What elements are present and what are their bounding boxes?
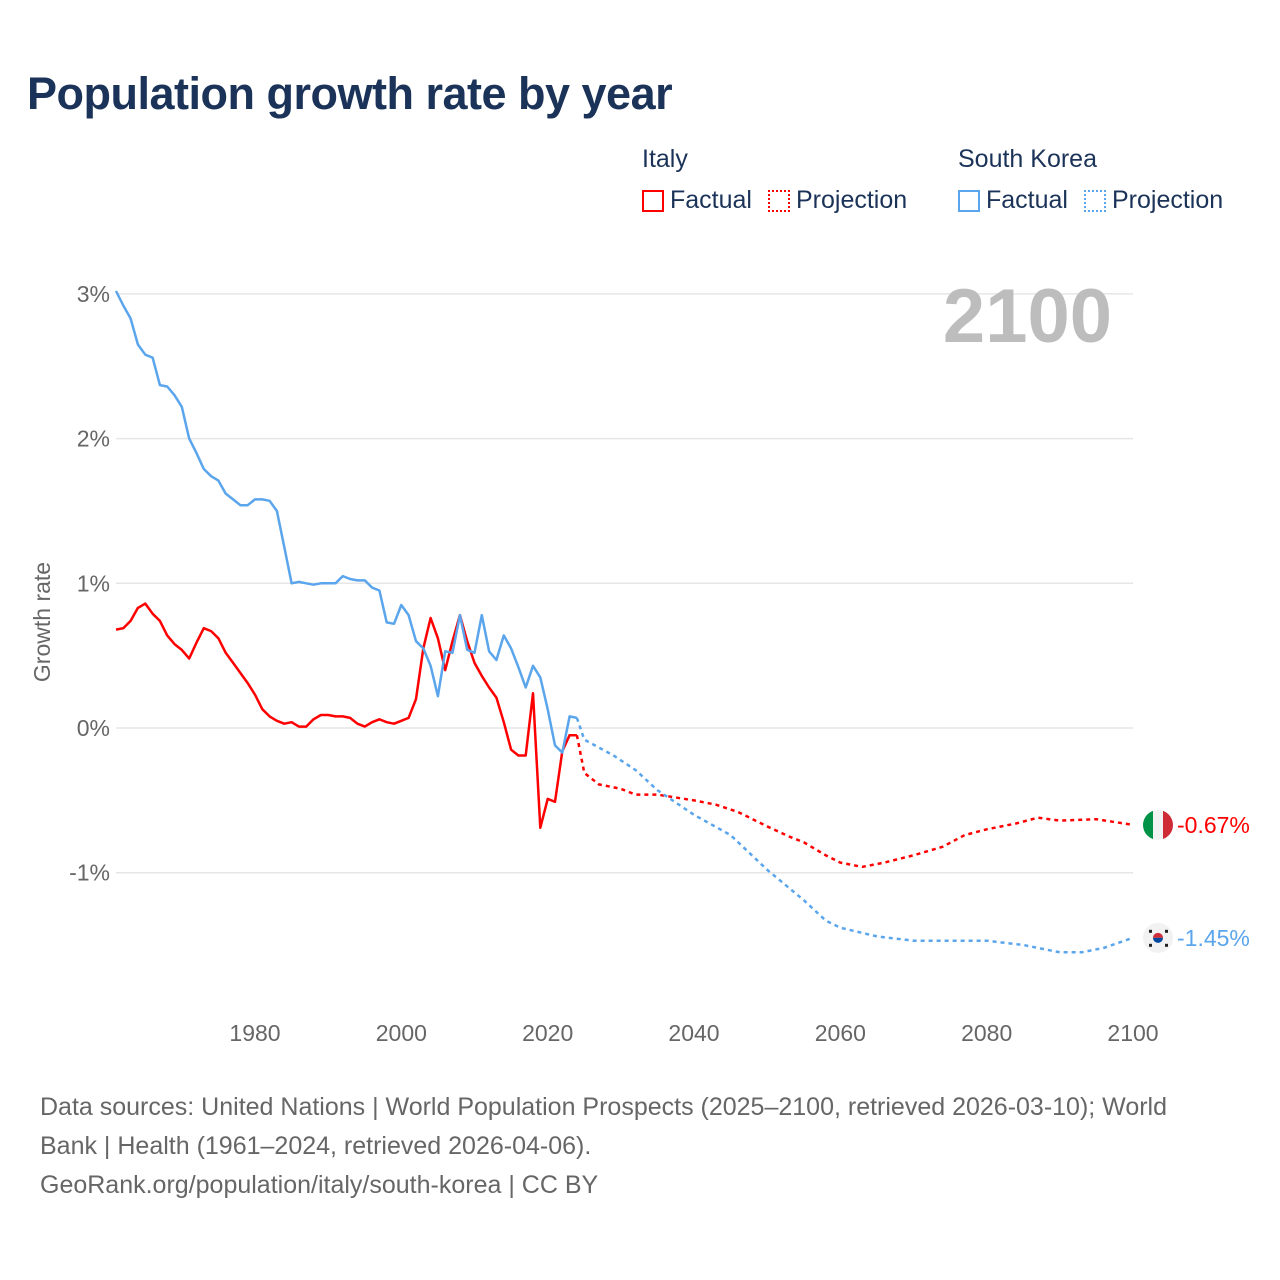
x-tick-label: 2000	[376, 1020, 427, 1046]
series-line-korea-projection	[575, 717, 1134, 954]
end-value-label: -1.45%	[1177, 925, 1250, 951]
x-tick-label: 2040	[668, 1020, 719, 1046]
legend-group-label: Italy	[642, 145, 688, 173]
x-tick-label: 1980	[229, 1020, 280, 1046]
end-value-label: -0.67%	[1177, 812, 1250, 838]
solid-swatch-icon	[958, 189, 980, 212]
dotted-swatch-icon	[767, 189, 790, 212]
series-line-italy-factual	[115, 602, 577, 830]
y-axis-label: Growth rate	[29, 562, 55, 682]
dotted-swatch-icon	[1083, 189, 1106, 212]
legend-italy-projection[interactable]: Projection	[767, 186, 908, 215]
year-label: 2100	[943, 274, 1112, 359]
south-korea-flag-icon	[1143, 922, 1173, 953]
footer: Data sources: United Nations | World Pop…	[40, 1088, 1240, 1205]
legend-group-italy: Italy Factual Projection	[642, 145, 907, 215]
legend-label: Projection	[795, 186, 908, 214]
x-tick-label: 2060	[815, 1020, 866, 1046]
italy-flag-icon	[1143, 809, 1173, 840]
footer-sources: Data sources: United Nations | World Pop…	[40, 1093, 1168, 1121]
page-title: Population growth rate by year	[27, 68, 673, 119]
y-tick-label: -1%	[69, 860, 110, 886]
solid-swatch-icon	[642, 189, 664, 212]
legend-korea-projection[interactable]: Projection	[1083, 186, 1224, 215]
footer-link[interactable]: GeoRank.org/population/italy/south-korea…	[40, 1171, 599, 1199]
x-tick-label: 2020	[522, 1020, 573, 1046]
footer-sources-cont: Bank | Health (1961–2024, retrieved 2026…	[40, 1132, 592, 1160]
legend-group-south-korea: South Korea Factual Projection	[958, 145, 1223, 215]
legend-label: Projection	[1111, 186, 1224, 214]
x-tick-label: 2100	[1107, 1020, 1158, 1046]
legend-group-label: South Korea	[958, 145, 1097, 173]
legend-italy-factual[interactable]: Factual	[642, 186, 752, 215]
legend-label: Factual	[670, 186, 752, 214]
series-line-korea-factual	[114, 290, 578, 754]
y-tick-label: 3%	[77, 281, 110, 307]
y-tick-label: 2%	[77, 426, 110, 452]
y-tick-label: 1%	[77, 570, 110, 596]
x-tick-label: 2080	[961, 1020, 1012, 1046]
legend-label: Factual	[986, 186, 1068, 214]
series-line-italy-projection	[575, 734, 1134, 869]
y-tick-label: 0%	[77, 715, 110, 741]
legend-korea-factual[interactable]: Factual	[958, 186, 1068, 215]
